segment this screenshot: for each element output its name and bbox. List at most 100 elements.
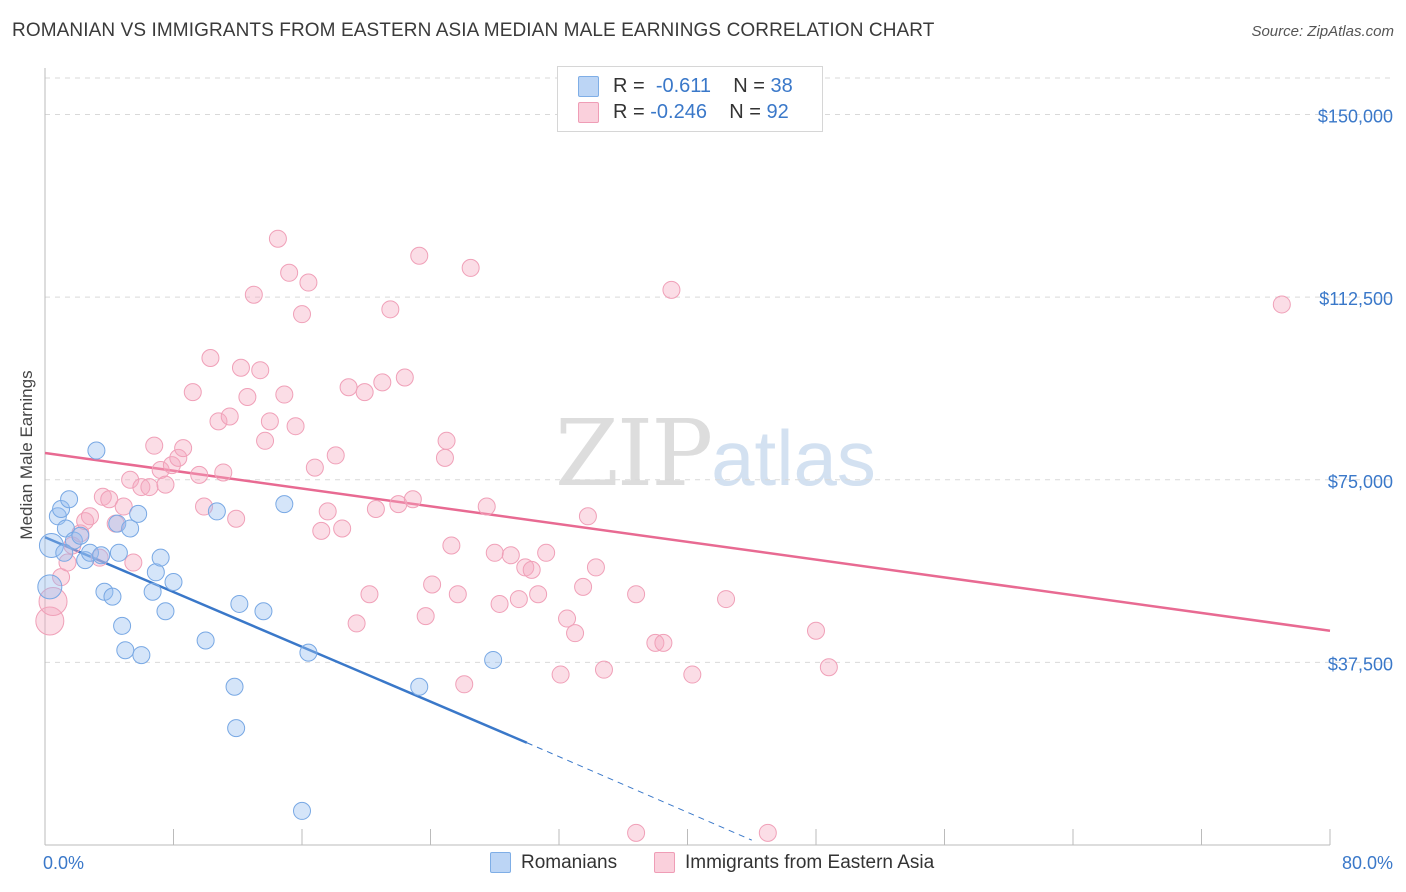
point-eastern-asia (389, 495, 408, 514)
point-eastern-asia (251, 361, 270, 380)
point-eastern-asia (114, 497, 133, 516)
axes (44, 68, 1331, 846)
legend-n-value: 38 (770, 75, 793, 97)
point-eastern-asia (280, 263, 299, 282)
point-romanians (80, 543, 99, 562)
point-romanians (116, 641, 135, 660)
point-eastern-asia (586, 558, 605, 577)
y-tick-label: $37,500 (1328, 654, 1393, 674)
correlation-legend: R = -0.611 N = 38 R = -0.246 N = 92 (557, 66, 823, 132)
trend-line-eastern-asia (44, 451, 1331, 632)
point-eastern-asia (38, 587, 68, 617)
point-eastern-asia (201, 349, 220, 368)
axis-labels: $37,500 $75,000 $112,500 $150,000 0.0% 80.0% M… (17, 107, 1393, 873)
point-eastern-asia (183, 383, 202, 402)
point-eastern-asia (238, 387, 257, 406)
point-romanians (37, 574, 63, 600)
point-eastern-asia (244, 285, 263, 304)
point-eastern-asia (355, 383, 374, 402)
point-eastern-asia (509, 590, 528, 609)
point-eastern-asia (654, 633, 673, 652)
point-eastern-asia (326, 446, 345, 465)
legend-r-value: -0.611 (655, 75, 712, 97)
legend-n-label: N = (729, 101, 761, 123)
point-eastern-asia (819, 658, 838, 677)
point-eastern-asia (76, 512, 95, 531)
point-romanians (484, 650, 503, 669)
trend-line-romanians (44, 536, 528, 744)
watermark-atlas: atlas (711, 414, 876, 502)
legend-row-romanians: R = -0.611 N = 38 (578, 75, 793, 101)
point-eastern-asia (522, 560, 541, 579)
y-tick-label: $75,000 (1328, 472, 1393, 492)
point-eastern-asia (100, 490, 119, 509)
point-eastern-asia (1272, 295, 1291, 314)
point-eastern-asia (758, 823, 777, 842)
y-tick-label: $150,000 (1318, 107, 1393, 127)
point-eastern-asia (260, 412, 279, 431)
point-eastern-asia (162, 456, 181, 475)
point-eastern-asia (35, 606, 65, 636)
point-eastern-asia (490, 594, 509, 613)
watermark: ZIPatlas (555, 400, 876, 507)
point-eastern-asia (403, 490, 422, 509)
x-tick-label-min: 0.0% (43, 853, 84, 873)
point-romanians (230, 594, 249, 613)
bottom-legend-label: Romanians (521, 852, 618, 873)
point-romanians (129, 504, 148, 523)
point-romanians (254, 602, 273, 621)
point-eastern-asia (333, 519, 352, 538)
chart-title: ROMANIAN VS IMMIGRANTS FROM EASTERN ASIA… (12, 20, 935, 41)
legend-swatch-blue (578, 76, 599, 98)
point-romanians (156, 602, 175, 621)
point-eastern-asia (423, 575, 442, 594)
data-points (35, 229, 1291, 842)
point-romanians (87, 441, 106, 460)
point-eastern-asia (395, 368, 414, 387)
point-eastern-asia (231, 358, 250, 377)
point-romanians (113, 616, 132, 635)
point-romanians (92, 546, 111, 565)
point-eastern-asia (347, 614, 366, 633)
point-eastern-asia (305, 458, 324, 477)
point-eastern-asia (627, 585, 646, 604)
point-eastern-asia (80, 507, 99, 526)
point-eastern-asia (683, 665, 702, 684)
point-eastern-asia (366, 499, 385, 518)
trend-lines (44, 451, 1331, 841)
point-romanians (164, 573, 183, 592)
point-romanians (121, 519, 140, 538)
point-eastern-asia (578, 507, 597, 526)
point-eastern-asia (501, 546, 520, 565)
point-romanians (143, 582, 162, 601)
point-eastern-asia (293, 305, 311, 324)
legend-r-label: R = (613, 75, 645, 97)
point-eastern-asia (410, 246, 429, 265)
point-romanians (227, 719, 246, 738)
point-romanians (60, 490, 79, 509)
point-eastern-asia (275, 385, 294, 404)
point-eastern-asia (312, 521, 331, 540)
point-romanians (410, 677, 429, 696)
point-eastern-asia (286, 417, 305, 436)
point-romanians (38, 533, 64, 559)
point-eastern-asia (220, 407, 239, 426)
bottom-legend-swatch-blue (490, 852, 511, 874)
point-eastern-asia (558, 609, 577, 628)
point-eastern-asia (381, 300, 400, 319)
point-romanians (103, 587, 122, 606)
point-eastern-asia (529, 585, 548, 604)
point-romanians (299, 643, 318, 662)
point-eastern-asia (485, 543, 504, 562)
point-romanians (207, 502, 226, 521)
point-romanians (225, 677, 244, 696)
point-eastern-asia (435, 448, 454, 467)
point-eastern-asia (373, 373, 392, 392)
point-romanians (55, 543, 74, 562)
legend-swatch-pink (578, 102, 599, 124)
point-romanians (71, 526, 90, 545)
point-eastern-asia (574, 577, 593, 596)
point-eastern-asia (318, 502, 337, 521)
point-eastern-asia (416, 607, 435, 626)
